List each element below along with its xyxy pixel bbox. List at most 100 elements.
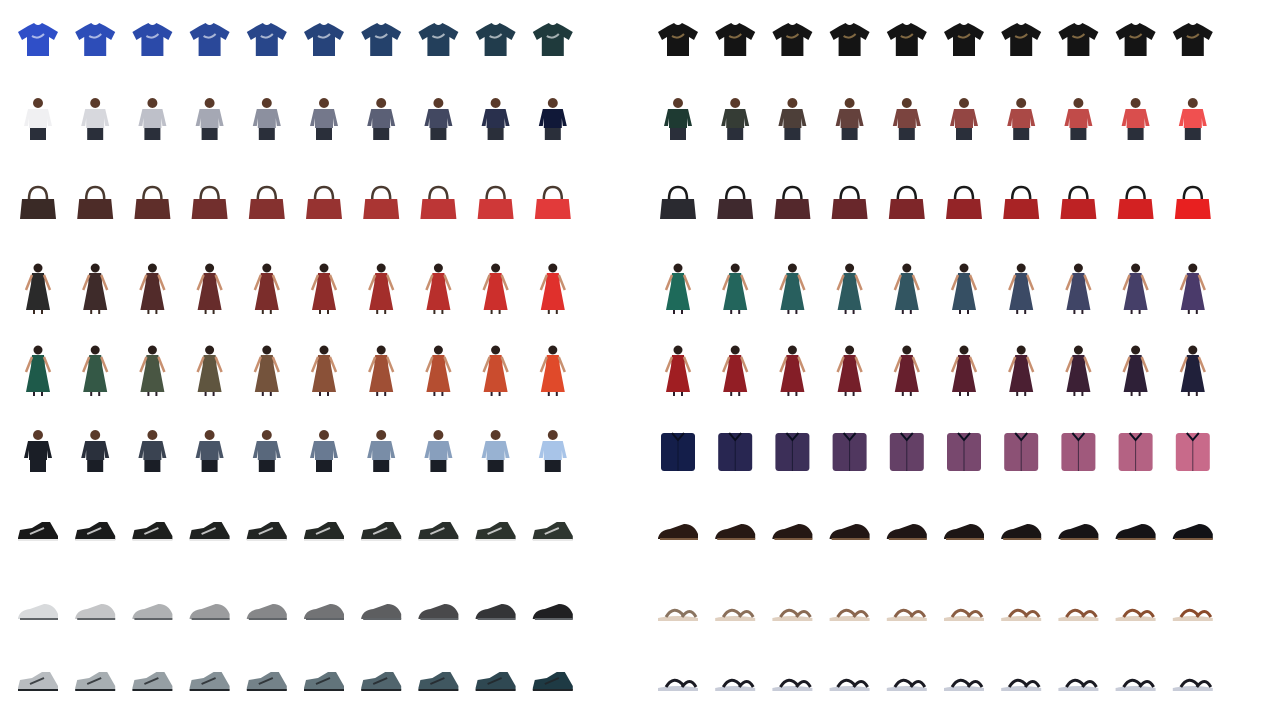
dress-thumbnail — [82, 345, 109, 396]
sandal-thumbnail — [772, 678, 813, 691]
sneaker-thumbnail — [132, 672, 173, 691]
interpolation-row — [24, 345, 566, 396]
dress-thumbnail — [425, 345, 452, 396]
tshirt-thumbnail — [658, 23, 698, 56]
interpolation-row — [664, 345, 1206, 396]
handbag-thumbnail — [477, 185, 514, 219]
tshirt-thumbnail — [886, 23, 927, 56]
handbag-thumbnail — [134, 185, 171, 219]
interpolation-row — [658, 608, 1213, 621]
person-thumbnail — [424, 430, 453, 472]
sneaker-thumbnail — [304, 672, 344, 691]
shoe-thumbnail — [1172, 524, 1213, 540]
person-thumbnail — [721, 98, 750, 140]
shoe-thumbnail — [944, 524, 984, 540]
dress-thumbnail — [539, 263, 566, 314]
tshirt-thumbnail — [1058, 23, 1099, 56]
interpolation-row — [658, 524, 1213, 540]
tshirt-thumbnail — [944, 23, 984, 56]
tshirt-thumbnail — [532, 23, 573, 56]
sandal-thumbnail — [944, 678, 984, 691]
dress-thumbnail — [893, 263, 920, 314]
shoe-thumbnail — [132, 604, 173, 620]
dress-thumbnail — [779, 263, 806, 314]
sandal-thumbnail — [1001, 678, 1042, 691]
dress-thumbnail — [1065, 263, 1092, 314]
person-thumbnail — [367, 98, 396, 140]
person-thumbnail — [252, 430, 281, 472]
sandal-thumbnail — [944, 608, 984, 621]
sandal-thumbnail — [1115, 678, 1156, 691]
shirt-thumbnail — [661, 432, 695, 471]
interpolation-row — [658, 678, 1213, 691]
dress-thumbnail — [1179, 345, 1206, 396]
person-thumbnail — [195, 98, 224, 140]
person-thumbnail — [538, 98, 567, 140]
person-thumbnail — [138, 98, 167, 140]
tshirt-thumbnail — [132, 23, 173, 56]
person-thumbnail — [81, 430, 110, 472]
dress-thumbnail — [664, 263, 692, 314]
person-thumbnail — [950, 98, 978, 140]
sneaker-thumbnail — [246, 522, 287, 541]
handbag-thumbnail — [774, 185, 811, 219]
sneaker-thumbnail — [75, 672, 116, 691]
shoe-thumbnail — [475, 604, 516, 620]
interpolation-row — [658, 23, 1213, 56]
person-thumbnail — [892, 98, 921, 140]
sandal-thumbnail — [1058, 678, 1099, 691]
person-thumbnail — [81, 98, 110, 140]
sandal-thumbnail — [886, 608, 927, 621]
sandal-thumbnail — [1115, 608, 1156, 621]
handbag-thumbnail — [946, 185, 982, 219]
sandal-thumbnail — [1058, 608, 1099, 621]
handbag-thumbnail — [363, 185, 400, 219]
shirt-thumbnail — [947, 432, 981, 471]
handbag-thumbnail — [77, 185, 114, 219]
interpolation-row — [24, 430, 567, 472]
handbag-thumbnail — [888, 185, 925, 219]
tshirt-thumbnail — [246, 23, 287, 56]
person-thumbnail — [664, 98, 692, 140]
sneaker-thumbnail — [132, 522, 173, 541]
dress-thumbnail — [779, 345, 806, 396]
handbag-thumbnail — [420, 185, 457, 219]
dress-thumbnail — [1065, 345, 1092, 396]
interpolation-row — [664, 263, 1206, 314]
dress-thumbnail — [425, 263, 452, 314]
person-thumbnail — [538, 430, 567, 472]
interpolation-row — [24, 98, 567, 140]
dress-thumbnail — [368, 345, 395, 396]
sneaker-thumbnail — [189, 522, 230, 541]
handbag-thumbnail — [248, 185, 285, 219]
person-thumbnail — [252, 98, 281, 140]
sneaker-thumbnail — [475, 672, 516, 691]
person-thumbnail — [367, 430, 396, 472]
person-thumbnail — [481, 98, 510, 140]
sandal-thumbnail — [772, 608, 813, 621]
dress-thumbnail — [836, 263, 863, 314]
dress-thumbnail — [950, 345, 978, 396]
shirt-thumbnail — [832, 432, 867, 471]
handbag-thumbnail — [660, 185, 696, 219]
shoe-thumbnail — [361, 604, 402, 620]
shoe-thumbnail — [532, 604, 573, 620]
shoe-thumbnail — [418, 604, 459, 620]
person-thumbnail — [310, 430, 338, 472]
dress-thumbnail — [1008, 345, 1035, 396]
tshirt-thumbnail — [75, 23, 116, 56]
dress-thumbnail — [836, 345, 863, 396]
dress-thumbnail — [24, 345, 52, 396]
tshirt-thumbnail — [475, 23, 516, 56]
sneaker-thumbnail — [75, 522, 116, 541]
interpolation-row — [660, 185, 1211, 219]
dress-thumbnail — [664, 345, 692, 396]
dress-thumbnail — [368, 263, 395, 314]
shirt-thumbnail — [1004, 432, 1039, 471]
sandal-thumbnail — [829, 608, 870, 621]
dress-thumbnail — [1008, 263, 1035, 314]
sneaker-thumbnail — [361, 672, 402, 691]
person-thumbnail — [481, 430, 510, 472]
interpolation-row — [24, 263, 566, 314]
sneaker-thumbnail — [475, 522, 516, 541]
